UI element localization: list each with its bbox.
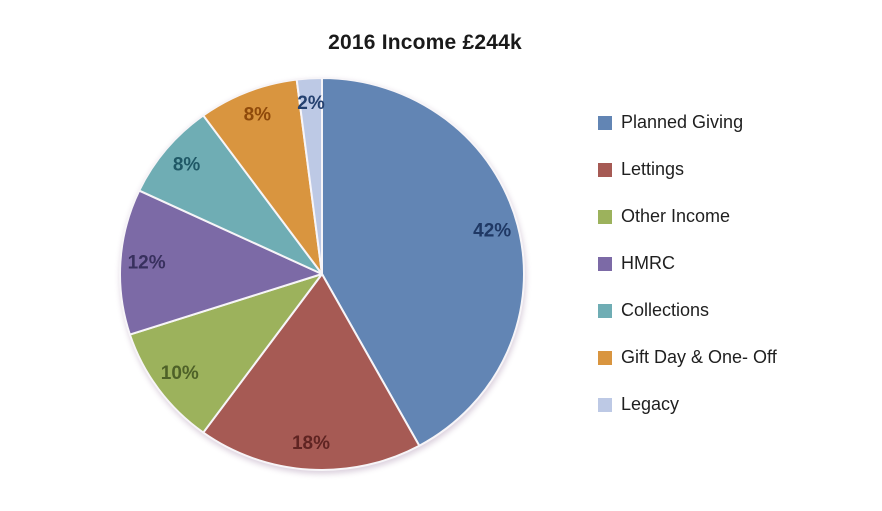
legend-swatch-icon — [598, 256, 612, 271]
pie-slice-hmrc — [119, 189, 323, 336]
legend-swatch-icon — [598, 209, 612, 224]
legend-item-hmrc: HMRC — [598, 253, 777, 274]
legend-label: Other Income — [621, 206, 731, 226]
pie-slice-gift-day-one-off — [202, 78, 323, 275]
slice-percent-label-other-income: 10% — [161, 363, 199, 384]
pie-slice-legacy — [295, 77, 323, 275]
legend-item-other-income: Other Income — [598, 206, 777, 227]
legend-label: Gift Day & One- Off — [621, 347, 777, 367]
slice-percent-label-planned-giving: 42% — [473, 221, 511, 242]
slice-percent-label-legacy: 2% — [297, 93, 325, 114]
slice-percent-label-lettings: 18% — [292, 433, 330, 454]
chart-legend: Planned Giving Lettings Other Income HMRC Co… — [598, 112, 777, 441]
slice-percent-label-hmrc: 12% — [128, 252, 166, 273]
pie-slice-lettings — [202, 273, 421, 471]
pie-slice-other-income — [128, 273, 323, 434]
legend-swatch-icon — [598, 162, 612, 177]
legend-swatch-icon — [598, 303, 612, 318]
slice-percent-label-gift-day-one-off: 8% — [244, 105, 272, 126]
legend-label: Planned Giving — [621, 112, 744, 132]
pie-slice-collections — [138, 114, 323, 275]
legend-label: HMRC — [621, 253, 675, 273]
legend-item-legacy: Legacy — [598, 394, 777, 415]
legend-swatch-icon — [598, 397, 612, 412]
slice-percent-label-collections: 8% — [173, 154, 201, 175]
legend-label: Legacy — [621, 394, 680, 414]
legend-swatch-icon — [598, 350, 612, 365]
legend-item-gift-day-one-off: Gift Day & One- Off — [598, 347, 777, 368]
legend-item-lettings: Lettings — [598, 159, 777, 180]
legend-item-planned-giving: Planned Giving — [598, 112, 777, 133]
legend-label: Collections — [621, 300, 710, 320]
pie-slice-planned-giving — [321, 77, 525, 447]
legend-swatch-icon — [598, 115, 612, 130]
chart-title: 2016 Income £244k — [328, 31, 522, 54]
legend-label: Lettings — [621, 159, 685, 179]
legend-item-collections: Collections — [598, 300, 777, 321]
